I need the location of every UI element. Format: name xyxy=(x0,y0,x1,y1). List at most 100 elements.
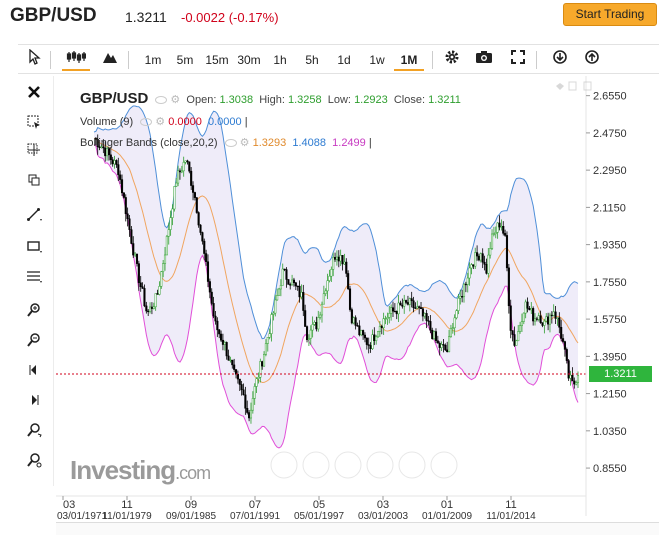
chart-canvas[interactable]: 2.6550 2.4750 2.2950 2.1150 1.9350 1.7550 1.57… xyxy=(56,76,659,535)
interval-label: 5h xyxy=(305,53,319,67)
candle-up xyxy=(449,328,452,338)
candle-down xyxy=(405,300,408,303)
candle-down xyxy=(216,320,219,331)
visibility-icon[interactable] xyxy=(140,118,153,127)
candle-down xyxy=(141,286,144,289)
open-label: Open: xyxy=(186,94,217,106)
candle-up xyxy=(311,324,314,331)
candle-down xyxy=(337,256,340,262)
candle-down xyxy=(427,320,430,322)
settings-icon[interactable]: ⚙ xyxy=(239,137,250,149)
candle-up xyxy=(182,162,185,172)
candle-down xyxy=(363,334,367,339)
candle-down xyxy=(554,311,557,319)
volume-value: 0.0000 xyxy=(168,116,202,128)
candle-down xyxy=(122,192,125,198)
candlestick-chart-icon[interactable] xyxy=(62,49,90,71)
cursor-icon[interactable] xyxy=(24,48,44,71)
candle-down xyxy=(539,315,542,323)
candle-up xyxy=(520,321,523,326)
candle-down xyxy=(156,293,159,295)
interval-5m[interactable]: 5m xyxy=(174,49,196,71)
candle-up xyxy=(433,331,436,339)
interval-1M[interactable]: 1M xyxy=(394,49,424,71)
interval-5h[interactable]: 5h xyxy=(302,49,322,71)
zoom-in-icon[interactable] xyxy=(26,302,46,322)
rectangle-icon[interactable] xyxy=(26,238,46,258)
candle-down xyxy=(526,301,529,309)
scroll-left-icon[interactable] xyxy=(26,362,46,382)
candle-down xyxy=(505,235,509,269)
candle-down xyxy=(119,174,122,180)
candle-up xyxy=(390,307,393,314)
interval-30m[interactable]: 30m xyxy=(236,49,262,71)
candle-down xyxy=(399,302,402,306)
last-price: 1.3211 xyxy=(125,9,167,25)
candle-down xyxy=(246,408,249,413)
price-axis-label: 1.0350 xyxy=(593,426,627,438)
candle-down xyxy=(261,361,264,367)
interval-1d[interactable]: 1d xyxy=(334,49,354,71)
candle-up xyxy=(397,302,400,315)
interval-label: 30m xyxy=(237,53,261,67)
interval-1h[interactable]: 1h xyxy=(270,49,290,71)
price-axis: 2.6550 2.4750 2.2950 2.1150 1.9350 1.7550 1.57… xyxy=(586,91,627,475)
candle-down xyxy=(345,261,348,274)
settings-icon[interactable]: ⚙ xyxy=(155,116,166,128)
trend-line-icon[interactable] xyxy=(26,206,46,226)
candle-up xyxy=(223,342,226,345)
camera-icon[interactable] xyxy=(474,49,494,71)
gear-icon[interactable] xyxy=(442,49,462,71)
candle-up xyxy=(384,318,387,320)
candle-up xyxy=(175,182,178,187)
zoom-reset-icon[interactable] xyxy=(26,452,46,472)
upload-cloud-icon[interactable] xyxy=(582,49,602,71)
candle-up xyxy=(492,233,495,235)
candle-down xyxy=(509,305,512,331)
candle-down xyxy=(206,261,210,282)
crosshair-select-icon[interactable] xyxy=(26,142,46,162)
download-cloud-icon[interactable] xyxy=(550,49,570,71)
price-axis-label: 1.5750 xyxy=(593,314,627,326)
time-axis-label-bottom: 01/01/2009 xyxy=(422,511,472,522)
interval-1m[interactable]: 1m xyxy=(142,49,164,71)
candle-up xyxy=(423,313,426,317)
zoom-fit-icon[interactable] xyxy=(26,422,46,442)
candle-down xyxy=(137,263,140,284)
visibility-icon[interactable] xyxy=(224,139,237,148)
candle-down xyxy=(210,291,213,304)
horizontal-lines-icon[interactable] xyxy=(26,268,46,288)
copy-icon[interactable] xyxy=(26,172,46,192)
zoom-out-icon[interactable] xyxy=(26,332,46,352)
settings-icon[interactable]: ⚙ xyxy=(170,94,181,106)
candle-up xyxy=(519,325,522,332)
candle-up xyxy=(530,308,533,311)
interval-1w[interactable]: 1w xyxy=(366,49,388,71)
start-trading-button[interactable]: Start Trading xyxy=(563,3,657,26)
logo-text: Investing xyxy=(70,455,176,485)
candle-down xyxy=(132,243,135,256)
close-icon[interactable] xyxy=(26,84,46,104)
mountain-chart-icon[interactable] xyxy=(100,49,120,71)
interval-15m[interactable]: 15m xyxy=(204,49,230,71)
candle-down xyxy=(502,226,505,234)
candle-up xyxy=(100,146,103,148)
visibility-icon[interactable] xyxy=(155,96,168,105)
select-area-icon[interactable] xyxy=(26,114,46,134)
candle-up xyxy=(259,361,262,378)
fullscreen-icon[interactable] xyxy=(508,49,528,71)
candle-down xyxy=(446,349,449,353)
candle-down xyxy=(150,306,153,309)
price-chart[interactable]: 2.6550 2.4750 2.2950 2.1150 1.9350 1.7550 1.57… xyxy=(56,76,659,535)
candle-up xyxy=(440,344,443,348)
scroll-right-icon[interactable] xyxy=(26,392,46,412)
time-axis-label-top: 07 xyxy=(249,499,261,511)
candle-down xyxy=(532,308,535,322)
candle-down xyxy=(567,360,570,379)
candle-up xyxy=(569,374,572,379)
time-axis-label-top: 01 xyxy=(441,499,453,511)
candle-down xyxy=(558,317,561,328)
candle-down xyxy=(236,374,239,380)
time-axis-label-bottom: 09/01/1985 xyxy=(166,511,216,522)
time-axis-label-top: 09 xyxy=(185,499,197,511)
